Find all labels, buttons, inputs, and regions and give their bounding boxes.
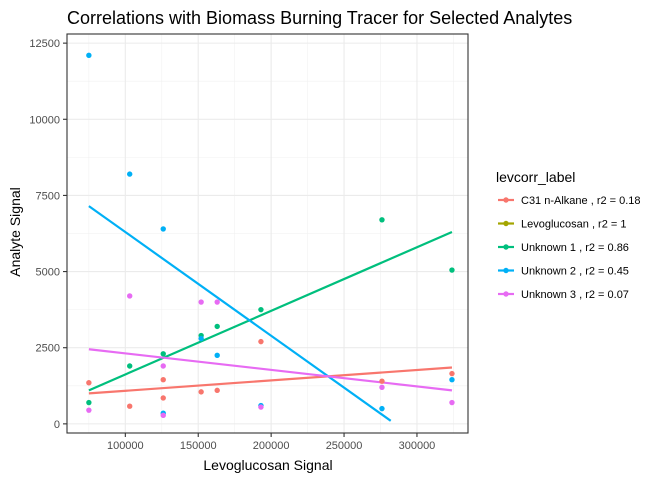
data-point-series-0	[379, 378, 385, 384]
legend-label-3: Unknown 2 , r2 = 0.45	[521, 266, 629, 278]
y-tick-label: 0	[54, 419, 60, 431]
fit-line-series-2	[88, 230, 453, 392]
data-point-series-3	[214, 352, 220, 359]
legend-items: C31 n-Alkane , r2 = 0.18 Levoglucosan , r…	[498, 195, 641, 301]
data-point-series-0	[258, 338, 264, 345]
data-point-series-4	[86, 407, 92, 413]
data-point-series-4	[214, 299, 220, 305]
data-point-series-3	[160, 226, 166, 232]
legend-key-point-0	[503, 197, 509, 203]
data-point-series-2	[449, 267, 455, 273]
data-point-series-3	[379, 405, 385, 412]
data-point-series-2	[86, 399, 92, 406]
grid-minor	[67, 34, 468, 433]
data-point-series-4	[258, 404, 264, 410]
legend-label-4: Unknown 3 , r2 = 0.07	[521, 289, 629, 301]
plot-panel	[66, 33, 469, 434]
data-point-series-4	[379, 384, 385, 391]
grid-major	[67, 34, 468, 433]
x-tick-label: 300000	[399, 440, 436, 452]
data-point-series-3	[198, 335, 204, 342]
legend-label-2: Unknown 1 , r2 = 0.86	[521, 242, 629, 254]
y-tick-label: 10000	[29, 114, 60, 126]
data-point-series-3	[127, 171, 133, 177]
y-tick-label: 5000	[36, 267, 60, 279]
x-tick-label: 250000	[326, 440, 363, 452]
legend: levcorr_label C31 n-Alkane , r2 = 0.18 Le…	[496, 169, 641, 301]
data-point-series-2	[127, 363, 133, 369]
data-point-series-0	[214, 387, 220, 394]
x-tick-label: 200000	[253, 440, 290, 452]
fit-line-series-4	[88, 348, 453, 392]
x-tick-label: 100000	[107, 440, 144, 452]
y-tick-label: 2500	[36, 343, 60, 355]
data-point-series-4	[449, 399, 455, 406]
data-point-series-4	[127, 293, 133, 299]
data-point-series-0	[160, 395, 166, 401]
x-axis: 100000 150000 200000 250000 300000	[107, 433, 435, 452]
legend-key-point-2	[503, 244, 509, 250]
fit-lines	[88, 205, 453, 422]
legend-title: levcorr_label	[496, 169, 575, 185]
y-axis: 0 2500 5000 7500 10000 12500	[29, 38, 67, 431]
x-axis-title: Levoglucosan Signal	[203, 457, 332, 473]
legend-key-point-4	[503, 291, 509, 297]
x-tick-label: 150000	[180, 440, 217, 452]
fit-line-series-3	[88, 205, 392, 422]
legend-key-point-1	[503, 220, 509, 227]
data-point-series-0	[86, 380, 92, 386]
legend-label-1: Levoglucosan , r2 = 1	[521, 219, 627, 231]
data-point-series-0	[160, 376, 166, 383]
data-point-series-2	[214, 323, 220, 330]
data-point-series-0	[449, 370, 455, 377]
data-point-series-4	[198, 299, 204, 305]
data-point-series-2	[379, 217, 385, 223]
data-points	[86, 52, 455, 419]
data-point-series-3	[86, 52, 92, 59]
data-point-series-3	[449, 376, 455, 383]
data-point-series-2	[160, 351, 166, 357]
fit-line-series-0	[88, 366, 453, 395]
data-point-series-0	[127, 403, 133, 409]
data-point-series-0	[198, 389, 204, 395]
y-tick-label: 12500	[29, 38, 60, 50]
data-point-series-4	[160, 363, 166, 369]
legend-key-point-3	[503, 267, 509, 274]
y-tick-label: 7500	[36, 190, 60, 202]
chart-title: Correlations with Biomass Burning Tracer…	[67, 8, 572, 28]
legend-label-0: C31 n-Alkane , r2 = 0.18	[521, 195, 641, 207]
y-axis-title: Analyte Signal	[7, 187, 23, 277]
data-point-series-2	[258, 306, 264, 313]
data-point-series-4	[160, 412, 166, 419]
plot-panel-border	[66, 33, 469, 434]
